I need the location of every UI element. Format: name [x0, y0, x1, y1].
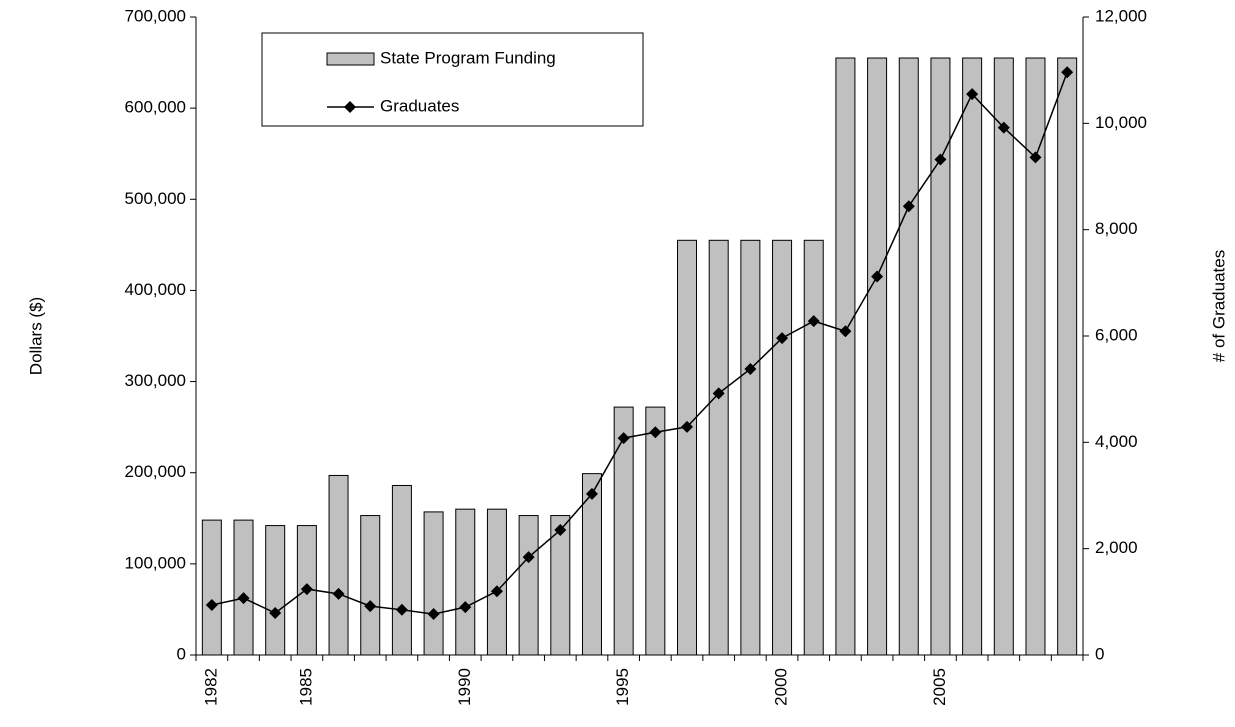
marker: [269, 606, 282, 619]
marker: [871, 270, 884, 283]
x-tick-label: 1995: [613, 668, 632, 706]
y-tick-label: 400,000: [125, 280, 186, 299]
marker: [807, 315, 820, 328]
bar: [740, 239, 761, 656]
marker: [681, 420, 694, 433]
y-tick-label: 600,000: [125, 98, 186, 117]
marker: [364, 600, 377, 613]
bar: [930, 57, 951, 656]
marker: [776, 332, 789, 345]
bar: [835, 57, 856, 656]
bar: [391, 484, 412, 656]
bar: [962, 57, 983, 656]
bar: [328, 474, 349, 656]
y-tick-label: 700,000: [125, 6, 186, 25]
y-tick-label: 500,000: [125, 189, 186, 208]
y2-tick-label: 4,000: [1095, 432, 1138, 451]
line: [211, 72, 1068, 615]
bar: [360, 515, 381, 656]
bar: [423, 511, 444, 656]
bar: [613, 406, 634, 656]
bar: [201, 519, 222, 656]
bar: [803, 239, 824, 656]
marker: [997, 121, 1010, 134]
bar: [867, 57, 888, 656]
marker: [617, 432, 630, 445]
marker: [1061, 66, 1074, 79]
marker: [712, 387, 725, 400]
legend-swatch: [326, 52, 375, 66]
marker: [744, 362, 757, 375]
marker: [332, 587, 345, 600]
legend-label: State Program Funding: [380, 48, 556, 67]
marker: [585, 487, 598, 500]
marker: [649, 426, 662, 439]
x-tick-label: 1990: [455, 668, 474, 706]
y2-tick-label: 12,000: [1095, 6, 1147, 25]
bar: [518, 515, 539, 656]
bar: [898, 57, 919, 656]
bar: [677, 239, 698, 656]
y-tick-label: 0: [177, 644, 186, 663]
bar: [1025, 57, 1046, 656]
y2-tick-label: 2,000: [1095, 538, 1138, 557]
y-tick-label: 200,000: [125, 462, 186, 481]
bar: [233, 519, 254, 656]
y-tick-label: 300,000: [125, 371, 186, 390]
y-tick-label: 100,000: [125, 553, 186, 572]
marker: [966, 88, 979, 101]
bar: [265, 525, 286, 656]
marker: [395, 603, 408, 616]
bar: [708, 239, 729, 656]
marker: [300, 583, 313, 596]
y2-tick-label: 6,000: [1095, 325, 1138, 344]
marker: [554, 524, 567, 537]
legend-label: Graduates: [380, 96, 459, 115]
marker: [205, 599, 218, 612]
bar: [486, 508, 507, 656]
marker: [459, 601, 472, 614]
marker: [1029, 151, 1042, 164]
y2-axis-label: # of Graduates: [1209, 250, 1228, 362]
x-tick-label: 1985: [296, 668, 315, 706]
marker: [839, 325, 852, 338]
marker: [237, 592, 250, 605]
x-tick-label: 2005: [930, 668, 949, 706]
bar: [1057, 57, 1078, 656]
marker: [490, 585, 503, 598]
legend-box: [261, 32, 644, 127]
marker: [427, 608, 440, 621]
bar: [772, 239, 793, 656]
y-axis-label: Dollars ($): [26, 297, 45, 375]
y2-tick-label: 0: [1095, 644, 1104, 663]
legend-marker: [344, 101, 356, 113]
x-tick-label: 1982: [201, 668, 220, 706]
y2-tick-label: 10,000: [1095, 113, 1147, 132]
marker: [902, 200, 915, 213]
bar: [645, 406, 666, 656]
bar: [455, 508, 476, 656]
x-tick-label: 2000: [772, 668, 791, 706]
marker: [934, 153, 947, 166]
bar: [993, 57, 1014, 656]
y2-tick-label: 8,000: [1095, 219, 1138, 238]
marker: [522, 551, 535, 564]
